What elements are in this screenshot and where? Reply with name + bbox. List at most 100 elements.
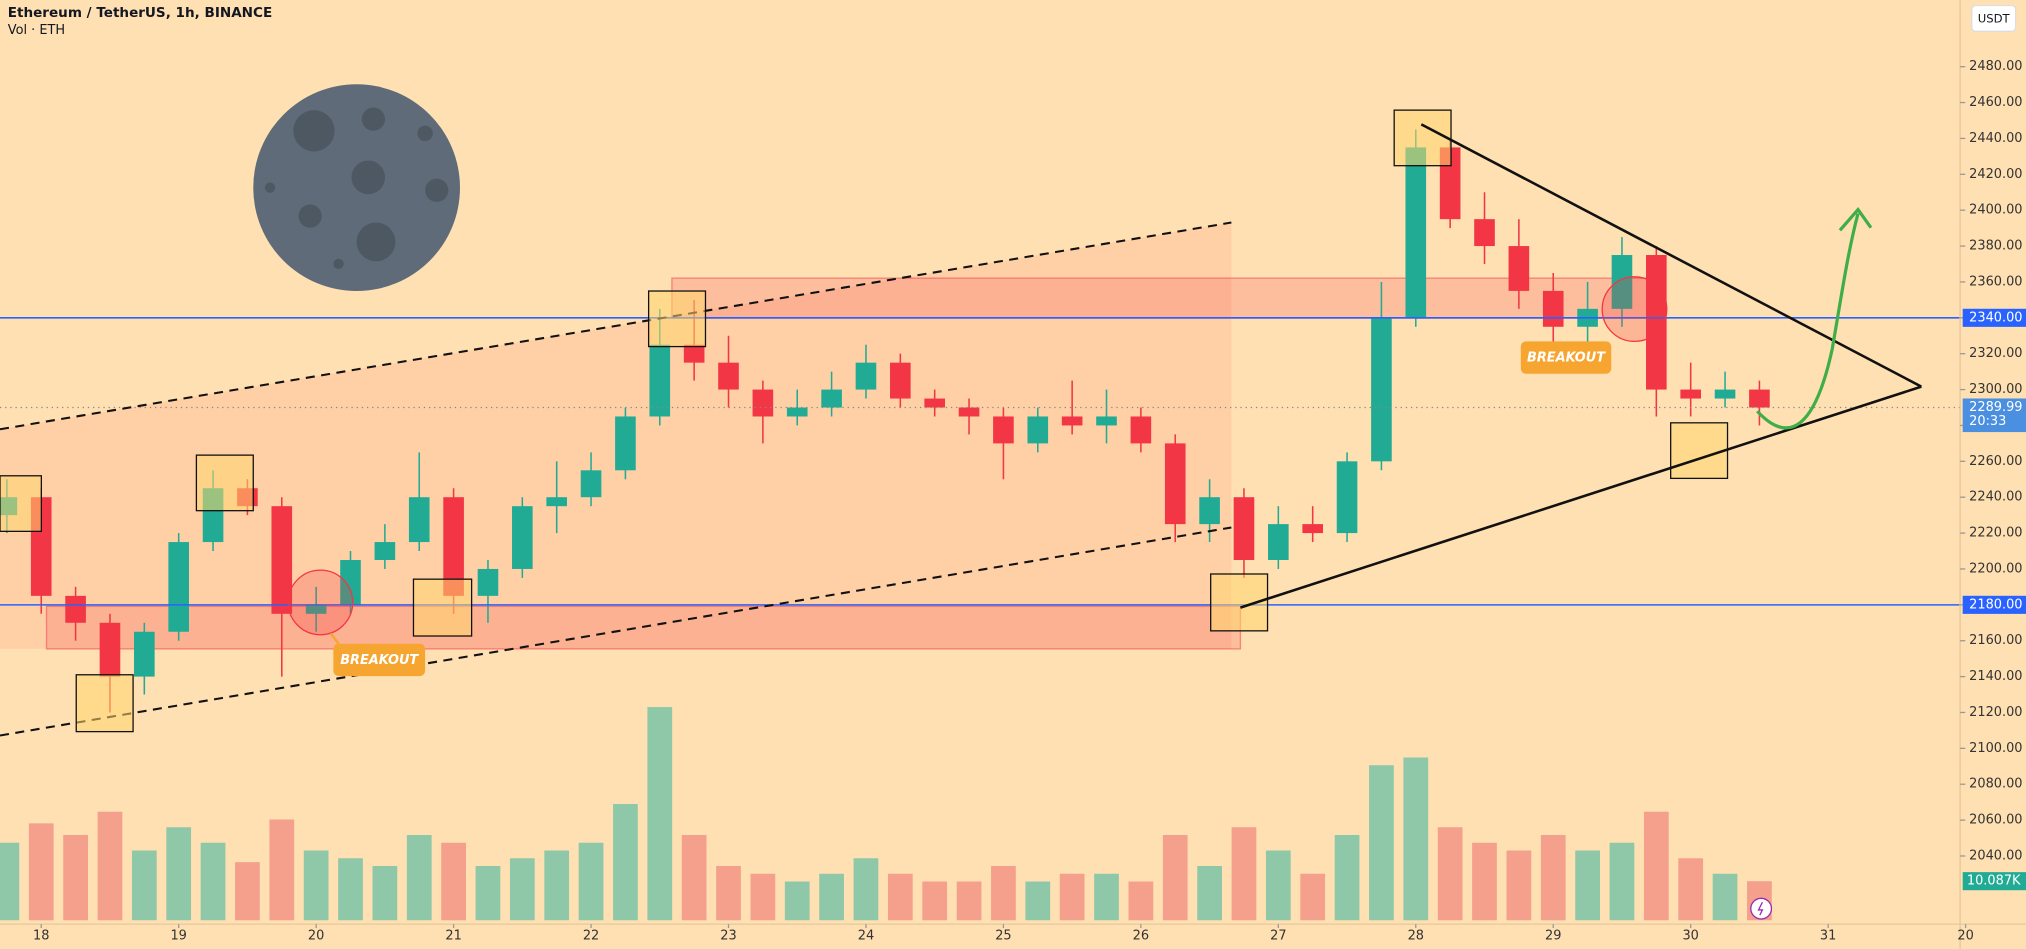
volume-bar [991, 866, 1016, 921]
currency-label[interactable]: USDT [1978, 12, 2011, 26]
y-tick-label: 2040.00 [1969, 848, 2022, 863]
y-tick-label: 2080.00 [1969, 777, 2022, 792]
volume-last-box [1962, 872, 2026, 891]
volume-bar [269, 819, 295, 921]
highlight-box [647, 290, 707, 348]
candle-body [1061, 416, 1083, 426]
volume-bar [441, 842, 466, 921]
candle-body [1371, 317, 1392, 462]
x-tick-label: 28 [1408, 928, 1424, 943]
candle-body [1749, 389, 1770, 408]
candle-body [683, 344, 705, 363]
x-tick-label: 31 [1820, 928, 1836, 943]
channel-bottom [0, 526, 1232, 737]
y-tick-label: 2160.00 [1969, 633, 2022, 648]
y-tick-label: 2460.00 [1969, 95, 2022, 110]
annotation-box [333, 643, 426, 677]
y-tick-label: 2200.00 [1969, 561, 2022, 576]
breakout-circle [287, 569, 354, 636]
volume-bar [1403, 757, 1429, 921]
volume-bar [131, 850, 157, 921]
highlight-box [0, 475, 42, 532]
y-tick-label: 2140.00 [1969, 669, 2022, 684]
volume-bar [406, 834, 432, 921]
volume-bar [338, 858, 363, 921]
candle-body [1611, 255, 1633, 309]
annotation: BREAKOUT [1527, 351, 1606, 366]
projection-arrow [1756, 213, 1860, 430]
candle-body [443, 497, 464, 596]
x-tick-label: 24 [858, 928, 874, 943]
volume-bar [1162, 834, 1188, 921]
highlight-box [75, 674, 134, 733]
candle-body [1405, 147, 1427, 318]
candle-body [134, 631, 155, 677]
volume-bar [887, 873, 913, 921]
candle-body [1714, 389, 1736, 399]
y-tick-label: 2360.00 [1969, 274, 2022, 289]
currency-button[interactable] [1971, 4, 2017, 32]
highlight-box [1670, 422, 1729, 480]
axes: 2040.00 2060.00 2080.00 2100.00 2120.00 2140.… [33, 59, 2026, 943]
volume-bar [372, 866, 398, 921]
volume-bar [544, 850, 570, 921]
volume-bar [200, 842, 226, 921]
volume-bar [750, 873, 776, 921]
volume-bar [613, 803, 638, 921]
y-tick-label: 2440.00 [1969, 131, 2022, 146]
x-tick-label: 20 [308, 928, 324, 943]
x-tick-label: 26 [1133, 928, 1149, 943]
x-tick-label: 19 [170, 928, 186, 943]
x-tick-label: 29 [1545, 928, 1561, 943]
candle-body [340, 559, 361, 605]
level-label: 2340.00 [1969, 310, 2022, 325]
alert-icon-bolt [1757, 901, 1764, 916]
y-tick-label: 2240.00 [1969, 490, 2022, 505]
x-tick-label: 27 [1270, 928, 1286, 943]
chart-title: Ethereum / TetherUS, 1h, BINANCE [8, 5, 272, 21]
x-tick-label: 21 [445, 928, 461, 943]
candle-body [1646, 255, 1667, 390]
level-label-box [1962, 595, 2026, 614]
candle-body [1302, 524, 1324, 534]
candle-body [1164, 443, 1186, 525]
volume-bar [853, 858, 879, 921]
annotation: BREAKOUT [340, 653, 419, 668]
volume-bar [681, 834, 707, 921]
triangle-bottom [1240, 385, 1922, 609]
candle-body [580, 470, 602, 498]
volume-bar [1094, 873, 1119, 921]
candle-body [855, 362, 877, 390]
y-tick-label: 2260.00 [1969, 454, 2022, 469]
volume-bar [509, 858, 535, 921]
candle-body [1268, 524, 1289, 560]
candle-body [305, 604, 327, 614]
volume-bar [922, 881, 948, 921]
volume-bar [1197, 866, 1222, 921]
y-tick-label: 2380.00 [1969, 239, 2022, 254]
candle-body [477, 568, 499, 596]
volume-bar [1643, 811, 1669, 921]
volume-bar [1369, 765, 1394, 921]
volume-bar [1575, 850, 1600, 921]
y-tick-label: 2400.00 [1969, 203, 2022, 218]
volume-bar [63, 834, 88, 921]
candle-body [1027, 416, 1049, 444]
volume-bar [1540, 834, 1566, 921]
alert-icon[interactable] [1750, 897, 1773, 920]
volume-bar [1506, 850, 1532, 921]
candle-body [1680, 389, 1702, 399]
candle-body [99, 622, 121, 677]
y-tick-label: 2100.00 [1969, 741, 2022, 756]
annotation-box [1520, 341, 1612, 374]
candle-body [821, 389, 842, 408]
highlight-box [1393, 109, 1452, 167]
candle-body [924, 398, 946, 408]
candle-body [65, 595, 86, 623]
candle-body [1508, 246, 1530, 291]
volume-bar [1128, 881, 1154, 921]
y-tick-label: 2420.00 [1969, 167, 2022, 182]
candle-body [1542, 290, 1564, 327]
volume-bar [784, 881, 810, 921]
